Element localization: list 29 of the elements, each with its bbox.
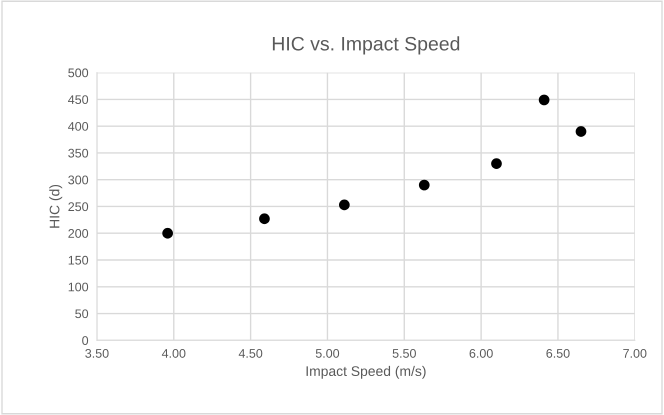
point xyxy=(259,213,270,224)
chart-title: HIC vs. Impact Speed xyxy=(272,36,460,54)
y-tick-label: 250 xyxy=(68,202,88,212)
point xyxy=(491,158,502,169)
x-tick-label: 7.00 xyxy=(623,348,646,358)
point xyxy=(338,200,350,210)
y-tick-label: 0 xyxy=(82,336,88,345)
x-tick-label: 4.00 xyxy=(162,348,186,358)
y-tick-label: 200 xyxy=(68,229,88,238)
x-tick-label: 6.50 xyxy=(546,348,570,358)
y-tick-label: 150 xyxy=(68,256,88,265)
point xyxy=(576,126,586,137)
y-tick-label: 500 xyxy=(68,68,88,78)
x-tick-label: 3.50 xyxy=(85,348,109,358)
point xyxy=(418,180,430,190)
y-tick-label: 450 xyxy=(68,95,88,104)
point xyxy=(162,228,173,239)
y-tick-label: 400 xyxy=(68,122,88,131)
y-axis-title: HIC (d) xyxy=(49,184,62,228)
point xyxy=(538,94,550,106)
y-tick-label: 100 xyxy=(68,282,88,292)
x-tick-label: 5.50 xyxy=(392,348,416,358)
y-tick-label: 50 xyxy=(75,309,88,318)
x-axis-title: Impact Speed (m/s) xyxy=(306,366,426,379)
x-tick-label: 6.00 xyxy=(470,348,493,358)
x-tick-label: 5.00 xyxy=(316,348,340,358)
y-tick-label: 300 xyxy=(68,175,88,184)
x-tick-label: 4.50 xyxy=(238,348,262,358)
y-tick-label: 350 xyxy=(68,148,88,158)
